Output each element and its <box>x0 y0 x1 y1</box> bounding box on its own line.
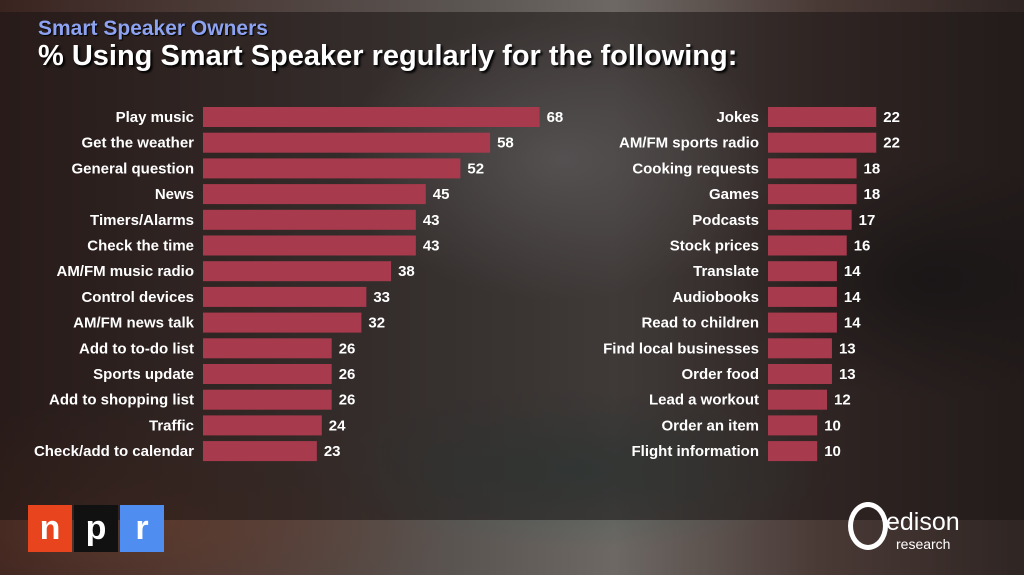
bar <box>768 286 837 307</box>
bar <box>768 364 832 384</box>
category-label: News <box>155 186 194 203</box>
category-label: Find local businesses <box>603 340 759 357</box>
category-label: Traffic <box>149 417 194 434</box>
bar <box>768 235 847 256</box>
category-label: Translate <box>693 263 759 280</box>
value-label: 58 <box>497 135 514 152</box>
npr-letter-r: r <box>120 505 164 552</box>
category-label: Flight information <box>632 443 759 460</box>
value-label: 38 <box>398 263 415 280</box>
bar <box>768 209 852 230</box>
bar <box>768 389 828 410</box>
chart-subtitle: Smart Speaker Owners <box>38 17 268 40</box>
npr-letter-n: n <box>28 505 72 552</box>
category-label: Control devices <box>81 289 194 306</box>
category-label: Cooking requests <box>632 160 759 177</box>
bar <box>768 132 877 153</box>
bar <box>203 261 392 282</box>
value-label: 22 <box>883 109 900 126</box>
category-label: General question <box>71 160 194 177</box>
value-label: 45 <box>433 186 450 203</box>
edison-bulb-icon <box>848 502 888 550</box>
value-label: 32 <box>368 315 385 332</box>
value-label: 24 <box>329 417 346 434</box>
category-label: AM/FM music radio <box>56 263 194 280</box>
category-label: Stock prices <box>670 238 759 255</box>
value-label: 18 <box>864 160 881 177</box>
value-label: 26 <box>339 392 356 409</box>
value-label: 43 <box>423 238 440 255</box>
category-label: Add to to-do list <box>79 340 194 357</box>
value-label: 14 <box>844 263 861 280</box>
bar <box>203 107 540 127</box>
value-label: 26 <box>339 366 356 383</box>
value-label: 12 <box>834 392 851 409</box>
bar <box>203 286 367 307</box>
bar <box>203 158 461 179</box>
bar <box>203 364 332 384</box>
value-label: 10 <box>824 417 841 434</box>
category-label: Check the time <box>87 238 194 255</box>
category-label: Add to shopping list <box>49 392 194 409</box>
bar <box>203 389 332 410</box>
value-label: 14 <box>844 315 861 332</box>
value-label: 33 <box>373 289 390 306</box>
chart-title: % Using Smart Speaker regularly for the … <box>38 40 738 72</box>
value-label: 43 <box>423 212 440 229</box>
bar <box>768 338 832 359</box>
bar <box>768 441 818 462</box>
category-label: Lead a workout <box>649 392 759 409</box>
category-label: Games <box>709 186 759 203</box>
bar <box>768 107 877 127</box>
category-label: Audiobooks <box>672 289 759 306</box>
value-label: 14 <box>844 289 861 306</box>
bar <box>768 158 857 179</box>
category-label: Get the weather <box>81 135 194 152</box>
value-label: 10 <box>824 443 841 460</box>
bar <box>203 184 426 205</box>
edison-subtext: research <box>896 536 951 552</box>
value-label: 52 <box>467 160 484 177</box>
bar <box>203 415 322 436</box>
category-label: Order an item <box>661 417 759 434</box>
bar <box>203 209 416 230</box>
category-label: Timers/Alarms <box>90 212 194 229</box>
npr-letter-p: p <box>74 505 118 552</box>
value-label: 17 <box>859 212 876 229</box>
bar <box>768 312 837 333</box>
category-label: Jokes <box>716 109 759 126</box>
category-label: AM/FM sports radio <box>619 135 759 152</box>
category-label: AM/FM news talk <box>73 315 195 332</box>
value-label: 26 <box>339 340 356 357</box>
bar <box>203 441 317 462</box>
value-label: 22 <box>883 135 900 152</box>
bar <box>768 415 818 436</box>
category-label: Podcasts <box>692 212 759 229</box>
value-label: 16 <box>854 238 871 255</box>
edison-text: edison <box>886 508 960 536</box>
value-label: 68 <box>547 109 564 126</box>
npr-logo: n p r <box>28 505 164 552</box>
dark-overlay <box>0 12 1024 520</box>
category-label: Sports update <box>93 366 194 383</box>
bar <box>768 184 857 205</box>
category-label: Play music <box>116 109 194 126</box>
category-label: Check/add to calendar <box>34 443 194 460</box>
value-label: 23 <box>324 443 341 460</box>
value-label: 13 <box>839 366 856 383</box>
value-label: 13 <box>839 340 856 357</box>
category-label: Order food <box>682 366 760 383</box>
category-label: Read to children <box>641 315 759 332</box>
bar <box>203 235 416 256</box>
bar <box>768 261 837 282</box>
bar <box>203 338 332 359</box>
bar <box>203 312 362 333</box>
value-label: 18 <box>864 186 881 203</box>
bar <box>203 132 491 153</box>
